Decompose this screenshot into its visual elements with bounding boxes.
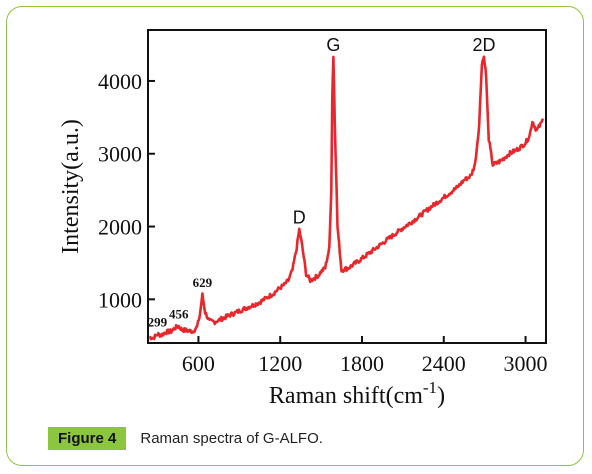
x-tick-label: 1800 [340, 351, 384, 376]
tick-labels: 600 1200 1800 2400 3000 1000 2000 3000 4000 [98, 69, 548, 376]
y-tick-label: 3000 [98, 142, 142, 167]
peak-label: D [293, 207, 306, 227]
peak-label: 299 [148, 314, 168, 329]
x-axis-title: Raman shift(cm-1) [269, 378, 445, 409]
peak-label: G [326, 35, 340, 55]
x-tick-label: 600 [182, 351, 215, 376]
figure-caption: Figure 4 Raman spectra of G-ALFO. [48, 426, 323, 450]
plot-area [147, 29, 547, 344]
y-tick-label: 2000 [98, 215, 142, 240]
peak-label: 2D [472, 35, 495, 55]
figure-label: Figure 4 [48, 426, 127, 450]
raman-chart: 600 1200 1800 2400 3000 1000 2000 3000 4000 2994… [58, 29, 548, 409]
peak-label: 456 [169, 306, 189, 321]
y-tick-label: 1000 [98, 287, 142, 312]
y-axis-title: Intensity(a.u.) [58, 119, 84, 254]
peak-label: 629 [193, 275, 213, 290]
y-tick-label: 4000 [98, 69, 142, 94]
x-tick-label: 1200 [258, 351, 302, 376]
x-tick-label: 2400 [422, 351, 466, 376]
raman-spectrum-line [148, 55, 545, 341]
axis-ticks [148, 79, 527, 343]
x-tick-label: 3000 [504, 351, 548, 376]
caption-text: Raman spectra of G-ALFO. [140, 429, 323, 447]
